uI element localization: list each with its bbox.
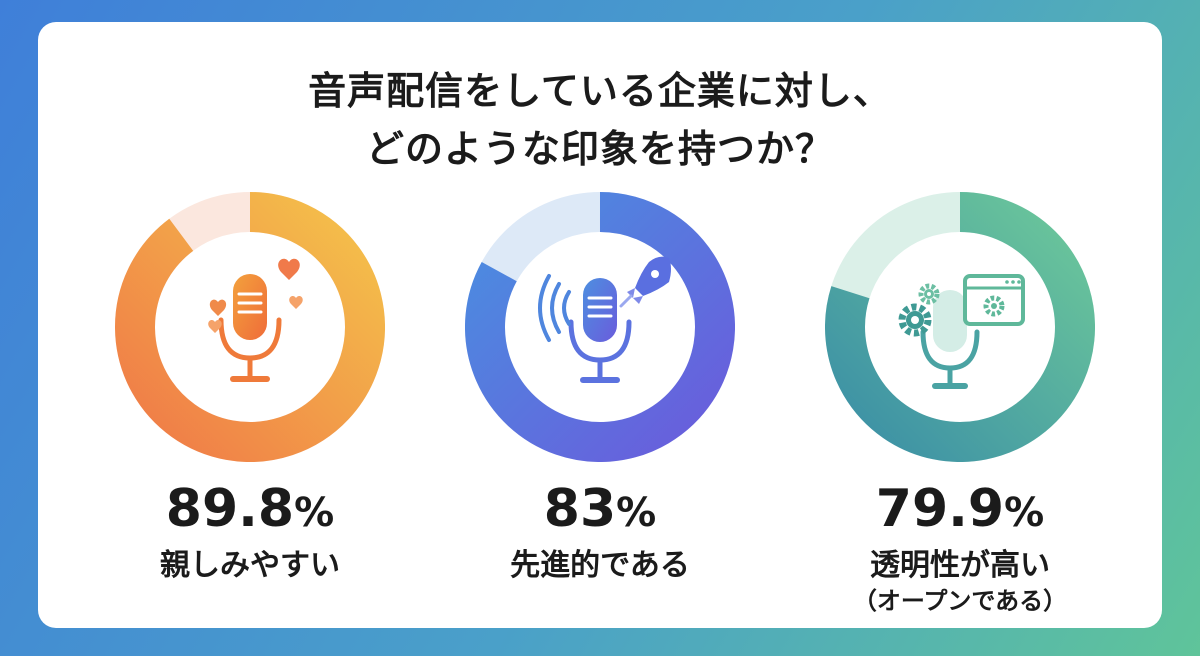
- chart-title-line-1: 音声配信をしている企業に対し、: [308, 69, 892, 113]
- microphone-gears-window-icon: [898, 274, 1025, 389]
- donut-chart-1: 89.8% 親しみやすい: [100, 192, 400, 632]
- percentage-value-3: 79.9%: [810, 480, 1110, 542]
- donut-1: [115, 192, 385, 462]
- percentage-number-3: 79.9: [875, 479, 1005, 539]
- percentage-unit-1: %: [294, 490, 335, 536]
- donut-3-value-arc: [825, 192, 1095, 462]
- percentage-number-2: 83: [543, 479, 617, 539]
- category-sublabel-3: （オープンである）: [852, 587, 1068, 615]
- chart-title: 音声配信をしている企業に対し、 どのような印象を持つか？: [38, 62, 1162, 178]
- donut-1-value-arc: [115, 192, 385, 462]
- microphone-hearts-icon: [208, 258, 303, 382]
- donut-chart-2: 83% 先進的である: [450, 192, 750, 632]
- donut-2-value-arc: [465, 192, 735, 462]
- gear-icon: [898, 283, 940, 337]
- microphone-rocket-icon: [538, 256, 671, 383]
- category-label-2: 先進的である: [510, 548, 690, 583]
- infographic-card: 音声配信をしている企業に対し、 どのような印象を持つか？: [38, 22, 1162, 628]
- browser-window-icon: [963, 274, 1025, 326]
- percentage-unit-2: %: [616, 490, 657, 536]
- percentage-unit-3: %: [1004, 490, 1045, 536]
- category-label-1: 親しみやすい: [160, 548, 340, 583]
- percentage-value-2: 83%: [450, 480, 750, 542]
- donut-2: [465, 192, 735, 462]
- percentage-value-1: 89.8%: [100, 480, 400, 542]
- donut-chart-3: 79.9% 透明性が高い （オープンである）: [810, 192, 1110, 632]
- percentage-number-1: 89.8: [165, 479, 295, 539]
- donut-3: [825, 192, 1095, 462]
- rocket-icon: [619, 256, 671, 308]
- chart-title-line-2: どのような印象を持つか？: [365, 127, 834, 171]
- category-label-3: 透明性が高い: [870, 548, 1050, 583]
